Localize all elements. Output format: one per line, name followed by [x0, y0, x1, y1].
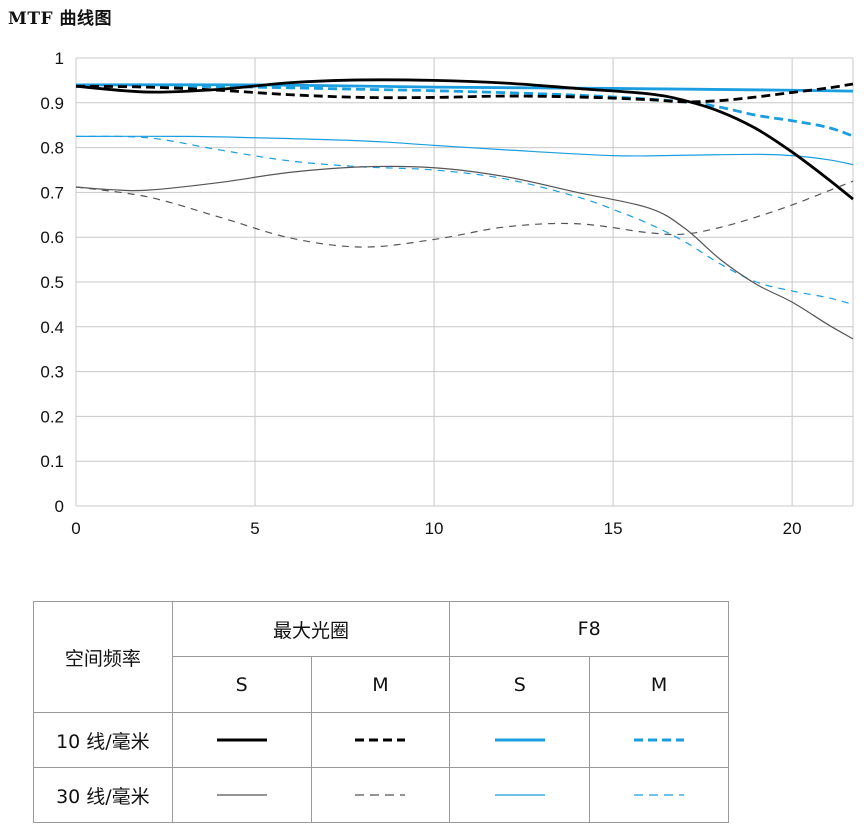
y-tick-label: 0.5 — [40, 273, 64, 292]
y-tick-label: 0 — [55, 497, 64, 516]
legend-m-f8: M — [589, 656, 729, 713]
legend-header-spatial-frequency: 空间频率 — [33, 601, 173, 713]
legend-swatch-m10-f8 — [589, 712, 729, 768]
legend-row-10: 10 线/毫米 — [33, 712, 173, 768]
x-tick-labels: 0 5 10 15 20 — [71, 519, 801, 538]
legend-table: 空间频率 最大光圈 F8 S M S M 10 线/毫米 30 线/毫米 — [33, 601, 729, 823]
y-tick-label: 0.6 — [40, 228, 64, 247]
legend-swatch-s10-f8 — [449, 712, 591, 768]
legend-swatch-m30-max — [310, 767, 451, 823]
series-line-s30_max — [75, 165, 854, 340]
x-tick-label: 10 — [425, 519, 444, 538]
x-tick-label: 20 — [783, 519, 802, 538]
y-tick-label: 0.2 — [40, 407, 64, 426]
series-line-s30_f8 — [75, 135, 854, 166]
legend-m-max: M — [310, 656, 451, 713]
legend-row-30: 30 线/毫米 — [33, 767, 173, 823]
y-tick-label: 0.3 — [40, 363, 64, 382]
y-tick-label: 1 — [55, 49, 64, 68]
legend-swatch-s30-f8 — [449, 767, 591, 823]
y-tick-label: 0.8 — [40, 139, 64, 158]
series-group — [75, 78, 854, 340]
series-line-m30_f8 — [75, 135, 854, 305]
series-line-m10_max — [75, 82, 854, 104]
x-tick-label: 0 — [71, 519, 80, 538]
mtf-chart: 0 0.1 0.2 0.3 0.4 0.5 0.6 0.7 0.8 0.9 1 0 5 10 15 20 — [40, 49, 854, 538]
series-line-s10_max — [75, 78, 854, 201]
chart-title: MTF 曲线图 — [8, 9, 112, 29]
legend-swatch-s10-max — [171, 712, 312, 768]
legend-swatch-s30-max — [171, 767, 312, 823]
legend-s-f8: S — [449, 656, 591, 713]
y-tick-label: 0.4 — [40, 318, 64, 337]
series-line-m30_max — [75, 180, 854, 248]
legend-swatch-m30-f8 — [589, 767, 729, 823]
y-tick-label: 0.1 — [40, 452, 64, 471]
legend-swatch-m10-max — [310, 712, 451, 768]
x-tick-label: 15 — [604, 519, 623, 538]
legend-header-max-aperture: 最大光圈 — [171, 601, 451, 657]
y-tick-label: 0.9 — [40, 94, 64, 113]
series-line-s10_f8 — [75, 83, 854, 93]
legend-s-max: S — [171, 656, 312, 713]
x-tick-label: 5 — [250, 519, 259, 538]
series-line-m10_f8 — [75, 83, 854, 138]
y-tick-label: 0.7 — [40, 183, 64, 202]
grid-lines — [75, 57, 854, 507]
legend-header-f8: F8 — [449, 601, 729, 657]
y-tick-labels: 0 0.1 0.2 0.3 0.4 0.5 0.6 0.7 0.8 0.9 1 — [40, 49, 64, 516]
